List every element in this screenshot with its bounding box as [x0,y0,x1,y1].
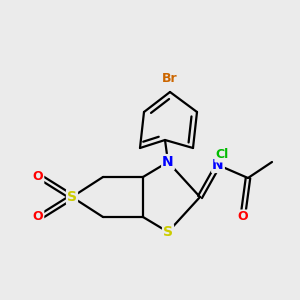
Text: S: S [67,190,77,204]
Text: Br: Br [162,71,178,85]
Text: Cl: Cl [215,148,229,161]
Text: N: N [162,155,174,169]
Text: O: O [33,211,43,224]
Text: O: O [33,170,43,184]
Text: S: S [163,225,173,239]
Text: N: N [212,158,224,172]
Text: O: O [238,211,248,224]
